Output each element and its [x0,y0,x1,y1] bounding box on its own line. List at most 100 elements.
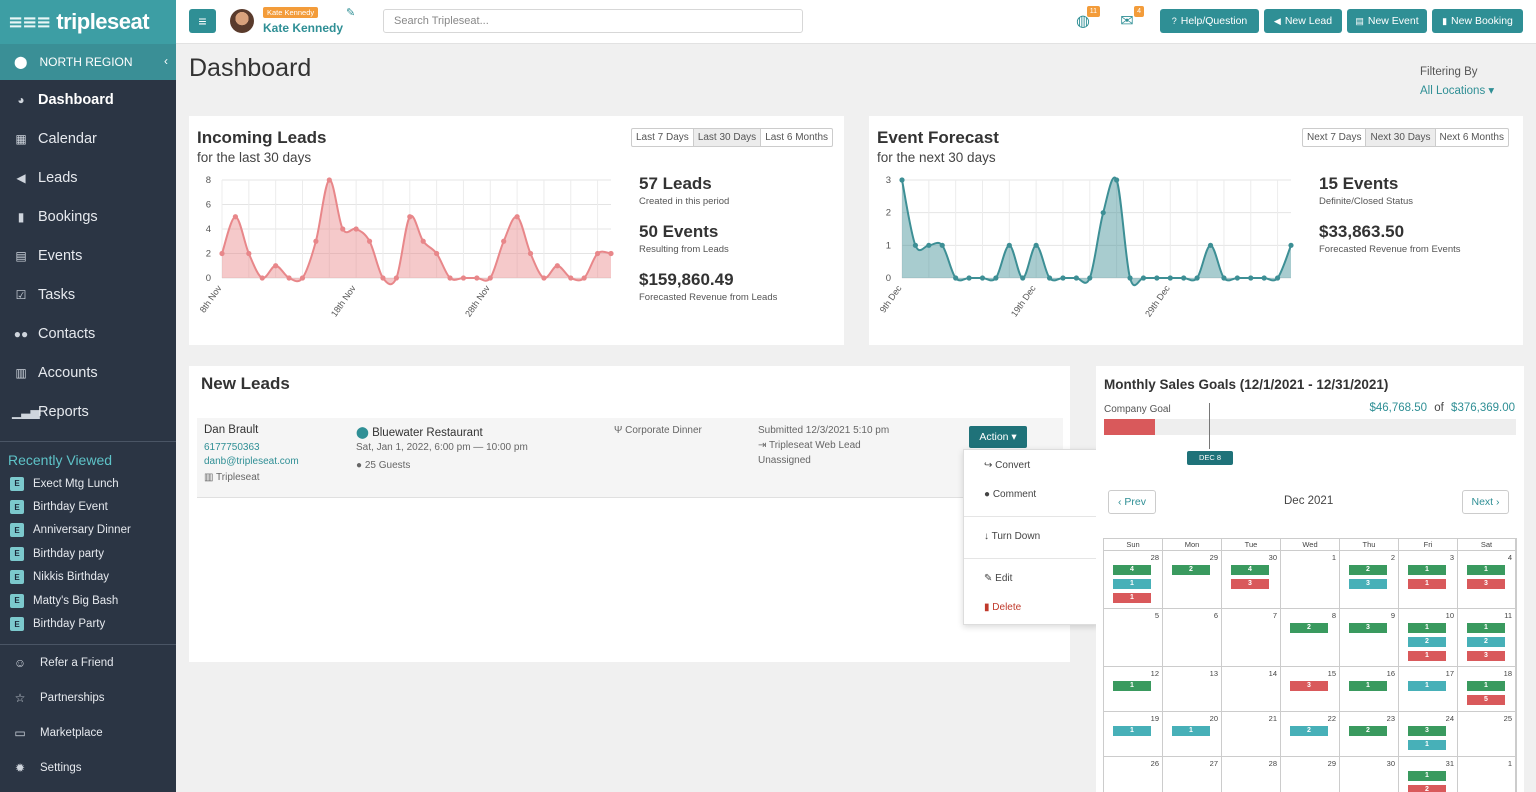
region-selector[interactable]: ⬤ NORTH REGION ‹ [0,44,176,80]
calendar-day-cell[interactable]: 30 [1340,757,1399,792]
calendar-event-chip[interactable]: 3 [1231,579,1269,589]
calendar-event-chip[interactable]: 1 [1408,651,1446,661]
avatar[interactable] [230,9,254,33]
calendar-prev-button[interactable]: ‹ Prev [1108,490,1156,514]
calendar-day-cell[interactable]: 1 [1458,757,1516,792]
range-last-7-days[interactable]: Last 7 Days [632,129,694,146]
calendar-day-cell[interactable]: 11 1 2 3 [1458,609,1516,667]
calendar-event-chip[interactable]: 3 [1408,726,1446,736]
calendar-day-cell[interactable]: 17 1 [1399,667,1458,712]
help-question-button[interactable]: ? Help/Question [1160,9,1259,33]
menu-item-comment[interactable]: ● Comment [984,489,1036,500]
calendar-event-chip[interactable]: 1 [1172,726,1210,736]
range-next-30-days[interactable]: Next 30 Days [1366,129,1436,146]
calendar-next-button[interactable]: Next › [1462,490,1509,514]
recent-item[interactable]: E Exect Mtg Lunch [0,472,176,495]
sidebar-item-events[interactable]: ▤ Events [0,236,176,275]
range-last-30-days[interactable]: Last 30 Days [693,129,762,146]
calendar-day-cell[interactable]: 20 1 [1163,712,1222,757]
location-filter-dropdown[interactable]: All Locations ▾ [1420,85,1495,97]
calendar-event-chip[interactable]: 2 [1408,785,1446,792]
recent-item[interactable]: E Birthday Party [0,612,176,635]
calendar-day-cell[interactable]: 15 3 [1281,667,1340,712]
calendar-day-cell[interactable]: 30 4 3 [1222,551,1281,609]
calendar-day-cell[interactable]: 25 [1458,712,1516,757]
calendar-event-chip[interactable]: 1 [1467,565,1505,575]
recent-item[interactable]: E Birthday Event [0,495,176,518]
calendar-day-cell[interactable]: 13 [1163,667,1222,712]
calendar-day-cell[interactable]: 10 1 2 1 [1399,609,1458,667]
calendar-day-cell[interactable]: 1 [1281,551,1340,609]
calendar-event-chip[interactable]: 2 [1172,565,1210,575]
calendar-event-chip[interactable]: 1 [1113,593,1151,603]
calendar-day-cell[interactable]: 22 2 [1281,712,1340,757]
range-last-6-months[interactable]: Last 6 Months [765,132,828,143]
edit-profile-icon[interactable]: ✎ [346,7,356,19]
range-next-6-months[interactable]: Next 6 Months [1439,132,1504,143]
calendar-day-cell[interactable]: 18 1 5 [1458,667,1516,712]
calendar-event-chip[interactable]: 3 [1467,579,1505,589]
recent-item[interactable]: E Matty's Big Bash [0,589,176,612]
sidebar-item-partnerships[interactable]: ☆ Partnerships [0,680,176,715]
calendar-event-chip[interactable]: 1 [1467,681,1505,691]
calendar-event-chip[interactable]: 2 [1467,637,1505,647]
calendar-event-chip[interactable]: 1 [1408,623,1446,633]
new-lead-button[interactable]: ◀ New Lead [1264,9,1342,33]
menu-toggle-button[interactable]: ≡ [189,9,216,33]
calendar-day-cell[interactable]: 16 1 [1340,667,1399,712]
action-dropdown-button[interactable]: Action ▾ [969,426,1027,448]
menu-item-convert[interactable]: ↪ Convert [984,460,1030,471]
lead-row[interactable]: Dan Brault 6177750363 danb@tripleseat.co… [197,418,1063,498]
sidebar-item-tasks[interactable]: ☑ Tasks [0,275,176,314]
calendar-day-cell[interactable]: 5 [1104,609,1163,667]
calendar-event-chip[interactable]: 2 [1408,637,1446,647]
lead-phone[interactable]: 6177750363 [204,442,260,453]
calendar-day-cell[interactable]: 31 1 2 [1399,757,1458,792]
menu-item-edit[interactable]: ✎ Edit [984,573,1012,584]
calendar-day-cell[interactable]: 28 [1222,757,1281,792]
sidebar-item-settings[interactable]: ✹ Settings [0,750,176,785]
sidebar-item-marketplace[interactable]: ▭ Marketplace [0,715,176,750]
sidebar-item-dashboard[interactable]: ◕ Dashboard [0,80,176,119]
calendar-event-chip[interactable]: 1 [1408,771,1446,781]
calendar-event-chip[interactable]: 1 [1408,565,1446,575]
search-input[interactable] [383,9,803,33]
menu-item-delete[interactable]: ▮ Delete [984,602,1021,613]
logo[interactable]: ≡≡≡ tripleseat [0,0,176,44]
calendar-event-chip[interactable]: 1 [1408,681,1446,691]
collapse-sidebar-icon[interactable]: ‹ [164,54,168,68]
calendar-event-chip[interactable]: 2 [1349,726,1387,736]
globe-notifications-icon[interactable]: ◍ 11 [1073,6,1100,32]
calendar-day-cell[interactable]: 28 4 1 1 [1104,551,1163,609]
calendar-event-chip[interactable]: 2 [1290,623,1328,633]
lead-name[interactable]: Dan Brault [204,424,259,436]
calendar-event-chip[interactable]: 1 [1113,681,1151,691]
sidebar-item-leads[interactable]: ◀ Leads [0,158,176,197]
calendar-day-cell[interactable]: 24 3 1 [1399,712,1458,757]
calendar-day-cell[interactable]: 7 [1222,609,1281,667]
recent-item[interactable]: E Nikkis Birthday [0,566,176,589]
sidebar-item-bookings[interactable]: ▮ Bookings [0,197,176,236]
calendar-event-chip[interactable]: 1 [1349,681,1387,691]
recent-item[interactable]: E Anniversary Dinner [0,519,176,542]
menu-item-turn-down[interactable]: ↓ Turn Down [984,531,1040,542]
lead-email[interactable]: danb@tripleseat.com [204,456,299,467]
calendar-event-chip[interactable]: 2 [1349,565,1387,575]
calendar-event-chip[interactable]: 1 [1113,726,1151,736]
new-event-button[interactable]: ▤ New Event [1347,9,1427,33]
sidebar-item-calendar[interactable]: ▦ Calendar [0,119,176,158]
calendar-event-chip[interactable]: 1 [1113,579,1151,589]
calendar-day-cell[interactable]: 14 [1222,667,1281,712]
calendar-event-chip[interactable]: 3 [1349,623,1387,633]
calendar-event-chip[interactable]: 4 [1113,565,1151,575]
calendar-day-cell[interactable]: 26 [1104,757,1163,792]
sidebar-item-refer[interactable]: ☺ Refer a Friend [0,645,176,680]
sidebar-item-reports[interactable]: ▁▃▅ Reports [0,392,176,431]
calendar-event-chip[interactable]: 4 [1231,565,1269,575]
calendar-event-chip[interactable]: 3 [1349,579,1387,589]
